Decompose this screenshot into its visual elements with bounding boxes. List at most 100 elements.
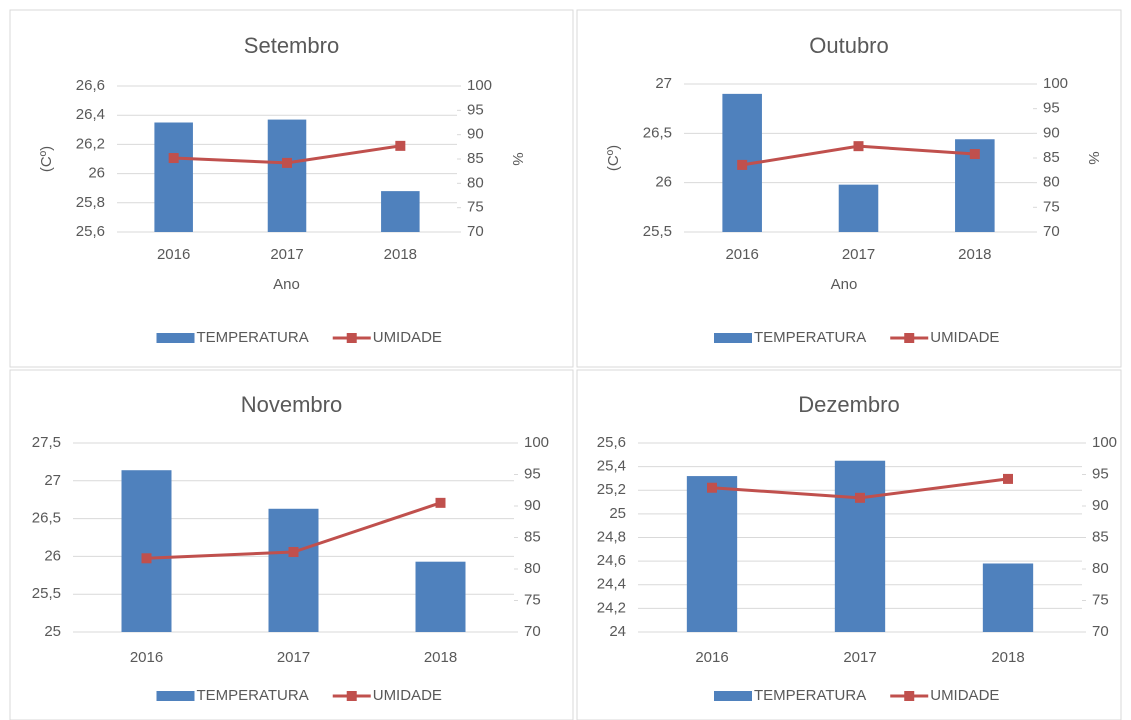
y-tick-label: 26: [655, 174, 672, 191]
line-marker: [435, 497, 446, 508]
y2-tick-label: 85: [1092, 528, 1109, 545]
y2-tick-label: 90: [1092, 497, 1109, 514]
y2-tick-label: 90: [524, 497, 541, 514]
x-tick-label: 2016: [157, 246, 190, 263]
y-axis-title: (Cº): [38, 146, 55, 172]
y-tick-label: 25,5: [643, 223, 672, 240]
y2-tick-label: 95: [1092, 465, 1109, 482]
y2-tick-label: 75: [467, 199, 484, 216]
legend-label: TEMPERATURA: [754, 329, 866, 346]
bar: [982, 563, 1034, 632]
chart-title: Dezembro: [798, 392, 899, 417]
legend-label: UMIDADE: [930, 687, 999, 704]
y-tick-label: 25,4: [597, 458, 626, 475]
bar: [415, 561, 466, 632]
y2-tick-label: 85: [524, 528, 541, 545]
y2-tick-label: 70: [524, 623, 541, 640]
legend-swatch-marker: [346, 691, 357, 701]
legend-swatch: [714, 691, 752, 701]
y2-tick-label: 90: [467, 126, 484, 143]
y-tick-label: 24,2: [597, 599, 626, 616]
y-tick-label: 26: [88, 165, 105, 182]
y2-tick-label: 100: [467, 77, 492, 94]
y2-tick-label: 85: [1043, 149, 1060, 166]
legend: TEMPERATURA UMIDADE: [714, 329, 999, 346]
bar: [267, 119, 307, 232]
y2-tick-label: 80: [467, 174, 484, 191]
line-marker: [969, 149, 980, 160]
legend-swatch: [156, 691, 195, 701]
x-axis-title: Ano: [273, 276, 300, 293]
y-tick-label: 25,2: [597, 481, 626, 498]
y2-tick-label: 80: [1043, 174, 1060, 191]
y2-tick-label: 85: [467, 150, 484, 167]
x-tick-label: 2016: [695, 649, 728, 666]
chart-panel: Setembro 25,6 25,8 26 26,2 26,4 26,6 70 75 80 85 90…: [9, 9, 574, 368]
bar: [838, 184, 879, 232]
x-tick-label: 2018: [958, 246, 991, 263]
legend-label: TEMPERATURA: [197, 687, 309, 704]
y-tick-label: 26,5: [32, 510, 61, 527]
chart-panel: Dezembro 24 24,2 24,4 24,6 24,8 25 25,2 25,4 25,6…: [576, 369, 1122, 720]
line-marker: [737, 159, 748, 170]
y2-tick-label: 90: [1043, 124, 1060, 141]
y-tick-label: 26,4: [76, 106, 105, 123]
legend-swatch-marker: [904, 333, 915, 343]
chart-panel: Novembro 25 25,5 26 26,5 27 27,5 70 75 80 85 90 95 10…: [9, 369, 574, 720]
y-axis-title: (Cº): [605, 145, 622, 171]
y-tick-label: 26,2: [76, 135, 105, 152]
x-tick-label: 2018: [384, 246, 417, 263]
x-tick-label: 2017: [277, 649, 310, 666]
legend-swatch: [156, 333, 195, 343]
bar: [154, 122, 193, 232]
y-tick-label: 25: [44, 623, 61, 640]
y-tick-label: 24,6: [597, 552, 626, 569]
x-tick-label: 2018: [424, 649, 457, 666]
legend-label: TEMPERATURA: [197, 329, 309, 346]
y2-tick-label: 80: [524, 560, 541, 577]
y2-tick-label: 95: [1043, 100, 1060, 117]
legend: TEMPERATURA UMIDADE: [714, 687, 999, 704]
bar: [381, 191, 420, 232]
x-tick-label: 2018: [991, 649, 1024, 666]
y2-tick-label: 75: [1092, 591, 1109, 608]
chart-panel: Outubro 25,5 26 26,5 27 70 75 80 85 90 95 100 (Cº) % 2…: [576, 9, 1122, 368]
x-axis-title: Ano: [831, 276, 858, 293]
legend-label: UMIDADE: [373, 687, 442, 704]
chart-title: Novembro: [241, 392, 342, 417]
y2-tick-label: 75: [1043, 198, 1060, 215]
y-tick-label: 24: [609, 623, 626, 640]
y2-tick-label: 100: [1043, 75, 1068, 92]
y2-axis-title: %: [1085, 151, 1102, 164]
y-tick-label: 27,5: [32, 434, 61, 451]
y2-tick-label: 70: [467, 223, 484, 240]
y2-tick-label: 70: [1092, 623, 1109, 640]
legend-label: TEMPERATURA: [754, 687, 866, 704]
line-marker: [1003, 473, 1013, 484]
legend-label: UMIDADE: [373, 329, 442, 346]
legend-swatch-marker: [346, 333, 357, 343]
y2-axis-title: %: [509, 152, 526, 165]
y-tick-label: 26,6: [76, 77, 105, 94]
legend: TEMPERATURA UMIDADE: [156, 687, 442, 704]
line-marker: [168, 153, 179, 164]
y-tick-label: 24,8: [597, 528, 626, 545]
y-tick-label: 27: [655, 75, 672, 92]
y2-tick-label: 95: [467, 101, 484, 118]
line-marker: [282, 157, 292, 168]
bar: [121, 470, 172, 632]
legend-label: UMIDADE: [930, 329, 999, 346]
line-marker: [141, 553, 152, 564]
bar: [686, 476, 738, 632]
y-tick-label: 26,5: [643, 124, 672, 141]
line-marker: [395, 140, 406, 151]
legend-swatch: [714, 333, 752, 343]
legend: TEMPERATURA UMIDADE: [156, 329, 442, 346]
y-tick-label: 25,8: [76, 194, 105, 211]
line-marker: [707, 482, 717, 493]
y2-tick-label: 80: [1092, 560, 1109, 577]
y-tick-label: 26: [44, 547, 61, 564]
y-tick-label: 25,6: [76, 223, 105, 240]
line-marker: [853, 141, 864, 152]
